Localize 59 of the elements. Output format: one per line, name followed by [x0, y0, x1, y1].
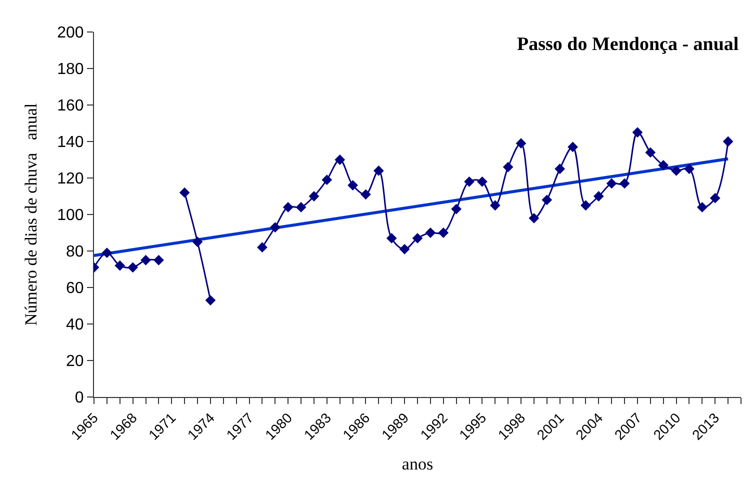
point — [502, 162, 514, 172]
point — [360, 189, 371, 200]
point — [296, 202, 306, 212]
point — [179, 187, 190, 198]
point — [619, 178, 630, 189]
y-tick-label: 20 — [66, 353, 84, 370]
point — [270, 222, 280, 232]
point — [425, 228, 436, 238]
point — [114, 260, 126, 271]
point — [671, 166, 682, 176]
x-axis-title: anos — [402, 454, 434, 474]
point — [322, 174, 332, 186]
point — [722, 136, 734, 147]
point — [399, 244, 410, 254]
point — [645, 147, 656, 158]
point — [632, 127, 643, 138]
point — [464, 176, 474, 187]
point — [658, 160, 669, 170]
y-tick-label: 40 — [66, 316, 84, 334]
point — [528, 212, 540, 224]
point — [516, 138, 526, 149]
point — [593, 191, 604, 202]
point — [684, 164, 694, 174]
point — [451, 204, 462, 214]
point — [542, 194, 552, 206]
point — [348, 180, 358, 190]
point — [128, 262, 138, 273]
point — [490, 200, 500, 211]
y-axis-title: Número de dias de chuva anual — [22, 103, 41, 326]
y-tick-label: 160 — [57, 98, 84, 115]
y-tick-label: 200 — [57, 24, 84, 42]
point — [386, 233, 397, 244]
point — [696, 202, 708, 212]
y-tick-label: 100 — [57, 207, 84, 224]
point — [554, 164, 566, 174]
point — [257, 242, 268, 253]
chart-title: Passo do Mendonça - anual — [517, 34, 739, 55]
point — [580, 200, 591, 211]
point — [710, 192, 720, 204]
point — [438, 228, 449, 238]
y-tick-label: 60 — [66, 280, 84, 298]
point — [373, 166, 384, 176]
point — [477, 176, 488, 187]
y-tick-label: 180 — [57, 61, 84, 78]
point — [205, 295, 216, 306]
point — [282, 202, 294, 212]
point — [308, 191, 320, 202]
y-tick-label: 120 — [57, 170, 84, 188]
point — [568, 142, 578, 152]
y-tick-label: 0 — [74, 390, 84, 407]
y-tick-label: 140 — [57, 134, 84, 152]
point — [102, 248, 112, 258]
point — [412, 233, 423, 244]
point — [154, 254, 164, 266]
y-tick-label: 80 — [66, 244, 84, 261]
point — [334, 154, 346, 165]
point — [606, 178, 617, 189]
point — [192, 236, 203, 248]
point — [140, 254, 151, 266]
